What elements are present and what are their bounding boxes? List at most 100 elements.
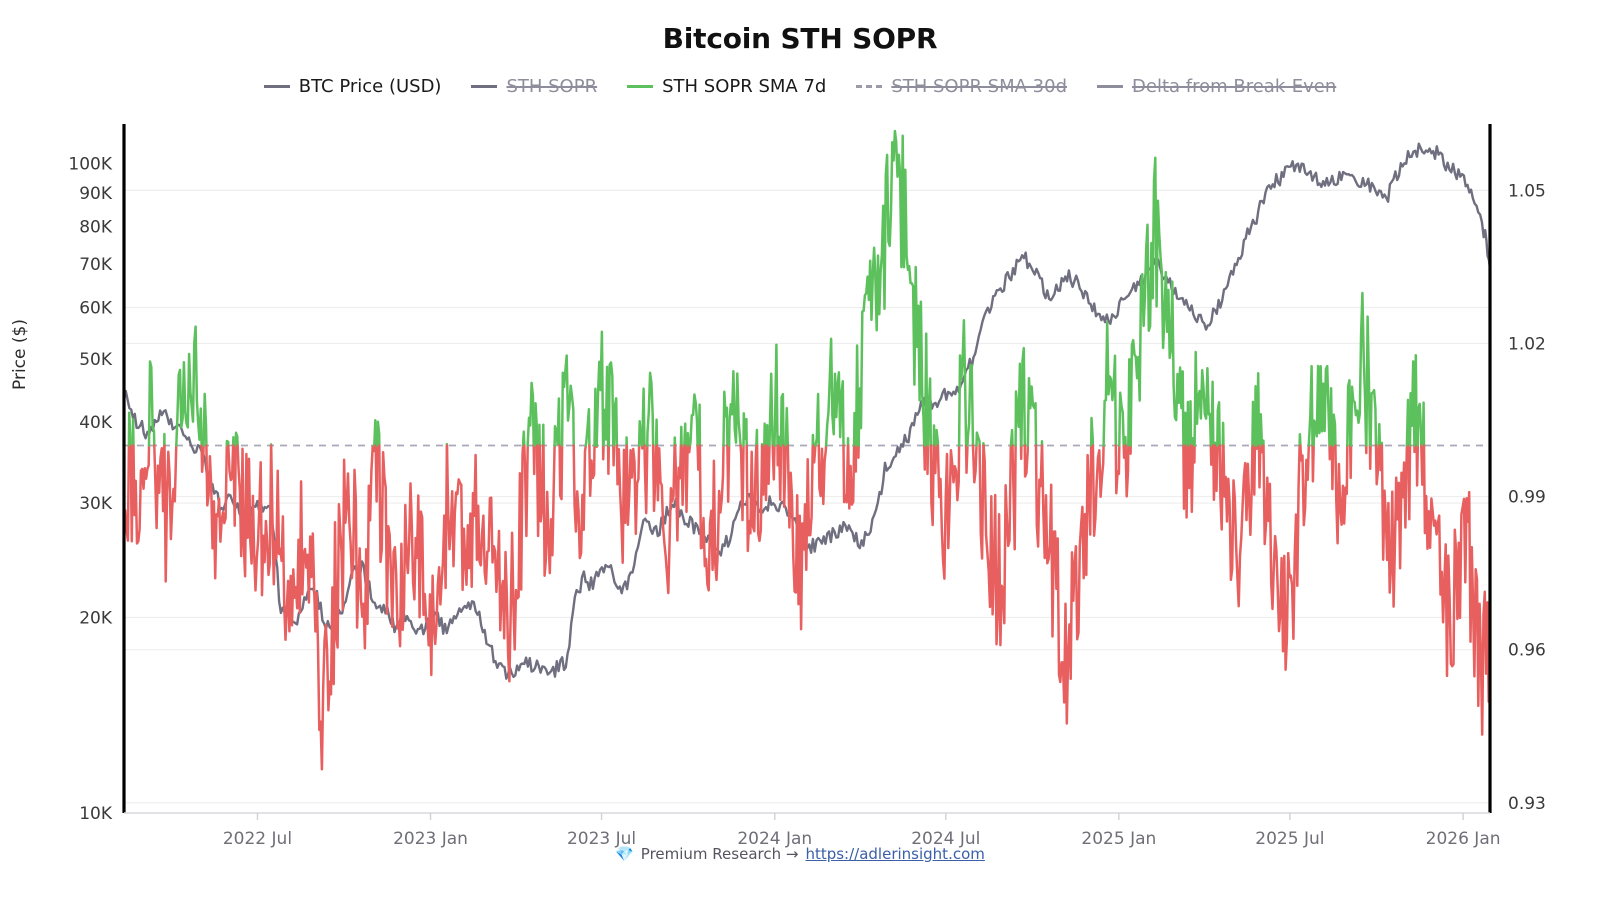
series-sth-sopr-sma7d-segment <box>684 444 689 514</box>
x-axis-tick-label: 2026 Jan <box>1426 829 1501 849</box>
series-sth-sopr-sma7d-segment <box>535 444 541 538</box>
legend-swatch-icon <box>1097 85 1124 88</box>
series-sth-sopr-sma7d-segment <box>132 444 151 545</box>
series-sth-sopr-sma7d-segment <box>1422 444 1492 736</box>
series-sth-sopr-sma7d-segment <box>923 332 929 447</box>
legend-item-0[interactable]: BTC Price (USD) <box>263 76 442 97</box>
x-axis-tick-label: 2025 Jul <box>1255 829 1324 849</box>
series-sth-sopr-sma7d-segment <box>722 390 729 447</box>
series-sth-sopr-sma7d-segment <box>532 444 536 476</box>
series-sth-sopr-sma7d-segment <box>553 397 561 447</box>
series-sth-sopr-sma7d-segment <box>147 360 156 447</box>
y-axis-left-tick: 30K <box>79 494 113 514</box>
series-sth-sopr-sma7d-segment <box>1261 439 1265 447</box>
series-sth-sopr-sma7d-segment <box>1091 444 1105 537</box>
series-sth-sopr-sma7d-segment <box>1014 362 1023 447</box>
series-sth-sopr-sma7d-segment <box>163 444 178 583</box>
series-sth-sopr-sma7d-segment <box>782 444 788 509</box>
series-sth-sopr-sma7d-segment <box>1405 398 1410 447</box>
series-sth-sopr-sma7d-segment <box>1377 422 1382 447</box>
series-sth-sopr-sma7d-segment <box>1187 444 1192 490</box>
series-sth-sopr-sma7d-segment <box>378 444 449 677</box>
series-sth-sopr-sma7d-segment <box>773 343 779 447</box>
series-sth-sopr-sma7d-segment <box>966 364 975 447</box>
x-axis-tick-label: 2024 Jan <box>737 829 812 849</box>
series-sth-sopr-sma7d-segment <box>129 444 135 543</box>
series-sth-sopr-sma7d-segment <box>641 387 646 447</box>
legend-item-4[interactable]: Delta from Break-Even <box>1097 76 1336 97</box>
series-sth-sopr-sma7d-segment <box>1416 402 1423 447</box>
series-sth-sopr-sma7d-segment <box>269 444 376 771</box>
legend-item-1[interactable]: STH SOPR <box>471 76 597 97</box>
series-sth-sopr-sma7d-segment <box>1102 321 1118 447</box>
series-sth-sopr-sma7d-segment <box>1252 444 1257 496</box>
series-sth-sopr-sma7d-segment <box>765 423 769 447</box>
footer-link[interactable]: https://adlerinsight.com <box>805 845 985 863</box>
series-sth-sopr-sma7d-segment <box>1380 444 1409 608</box>
series-sth-sopr-sma7d-segment <box>1186 400 1190 447</box>
series-sth-sopr-sma7d-segment <box>1374 444 1380 486</box>
legend-item-2[interactable]: STH SOPR SMA 7d <box>627 76 826 97</box>
series-sth-sopr-sma7d-segment <box>739 444 745 522</box>
x-axis-tick-label: 2023 Jul <box>567 829 636 849</box>
legend-label: STH SOPR <box>506 76 598 97</box>
series-sth-sopr-sma7d-segment <box>234 431 239 447</box>
series-sth-sopr-sma7d-segment <box>1307 364 1314 447</box>
series-sth-sopr-sma7d-segment <box>374 444 379 503</box>
legend-swatch-icon <box>471 85 498 88</box>
series-sth-sopr-sma7d-segment <box>227 444 235 482</box>
series-sth-sopr-sma7d-segment <box>763 444 769 502</box>
series-sth-sopr-sma7d-segment <box>777 435 781 447</box>
series-sth-sopr-sma7d-segment <box>1369 388 1378 447</box>
series-sth-sopr-sma7d-segment <box>812 444 817 464</box>
series-sth-sopr-sma7d-segment <box>982 444 1013 647</box>
series-sth-sopr-sma7d-segment <box>688 393 699 447</box>
x-axis-tick-label: 2023 Jan <box>393 829 468 849</box>
series-sth-sopr-sma7d-segment <box>760 444 766 496</box>
series-sth-sopr-sma7d-segment <box>978 444 985 560</box>
legend-swatch-icon <box>263 85 290 88</box>
series-sth-sopr-sma7d-segment <box>1040 444 1093 725</box>
series-sth-sopr-sma7d-segment <box>533 402 539 447</box>
series-sth-sopr-sma7d-segment <box>1259 413 1264 447</box>
series-sth-sopr-sma7d-segment <box>854 344 860 447</box>
x-axis-tick-label: 2025 Jan <box>1081 829 1156 849</box>
series-sth-sopr-sma7d-segment <box>933 444 938 475</box>
legend-label: BTC Price (USD) <box>298 76 442 97</box>
series-sth-sopr-sma7d-segment <box>771 444 776 481</box>
series-sth-sopr-sma7d-segment <box>768 372 774 447</box>
series-sth-sopr-sma7d-segment <box>1026 376 1038 447</box>
series-sth-sopr-sma7d-segment <box>1262 444 1301 671</box>
legend-item-3[interactable]: STH SOPR SMA 30d <box>856 76 1067 97</box>
footer-text: Premium Research → <box>640 845 799 863</box>
series-sth-sopr-sma7d-segment <box>612 397 619 447</box>
series-sth-sopr-sma7d-segment <box>1129 156 1185 447</box>
series-sth-sopr-sma7d-segment <box>538 444 545 523</box>
series-sth-sopr-sma7d-segment <box>1216 401 1221 447</box>
legend-label: STH SOPR SMA 7d <box>662 76 827 97</box>
series-sth-sopr-sma7d-segment <box>1420 444 1425 486</box>
series-sth-sopr-sma7d-segment <box>651 444 658 513</box>
series-sth-sopr-sma7d-segment <box>1188 399 1193 447</box>
series-sth-sopr-sma7d-segment <box>779 392 785 447</box>
series-sth-sopr-sma7d-segment <box>727 369 742 447</box>
chart-legend[interactable]: BTC Price (USD) STH SOPR STH SOPR SMA 7d ST… <box>0 76 1600 97</box>
series-sth-sopr-sma7d-segment <box>1183 411 1187 447</box>
series-sth-sopr-sma7d-segment <box>523 444 529 538</box>
series-sth-sopr-sma7d-segment <box>526 381 535 447</box>
series-sth-sopr-sma7d-segment <box>1312 364 1331 447</box>
series-sth-sopr-sma7d-segment <box>521 430 526 447</box>
series-sth-sopr-sma7d-segment <box>1210 380 1215 447</box>
series-sth-sopr-sma7d-segment <box>1089 416 1095 447</box>
series-sth-sopr-sma7d-segment <box>584 407 591 447</box>
series-sth-sopr-sma7d-segment <box>934 428 940 447</box>
series-sth-sopr-sma7d-segment <box>1415 444 1420 487</box>
series-sth-sopr-sma7d-segment <box>929 444 935 527</box>
legend-label: STH SOPR SMA 30d <box>891 76 1068 97</box>
series-sth-sopr-sma7d-segment <box>964 444 969 475</box>
series-sth-sopr-sma7d-segment <box>1221 421 1225 447</box>
series-sth-sopr-sma7d-segment <box>1123 435 1127 447</box>
series-sth-sopr-sma7d-segment <box>784 406 790 447</box>
